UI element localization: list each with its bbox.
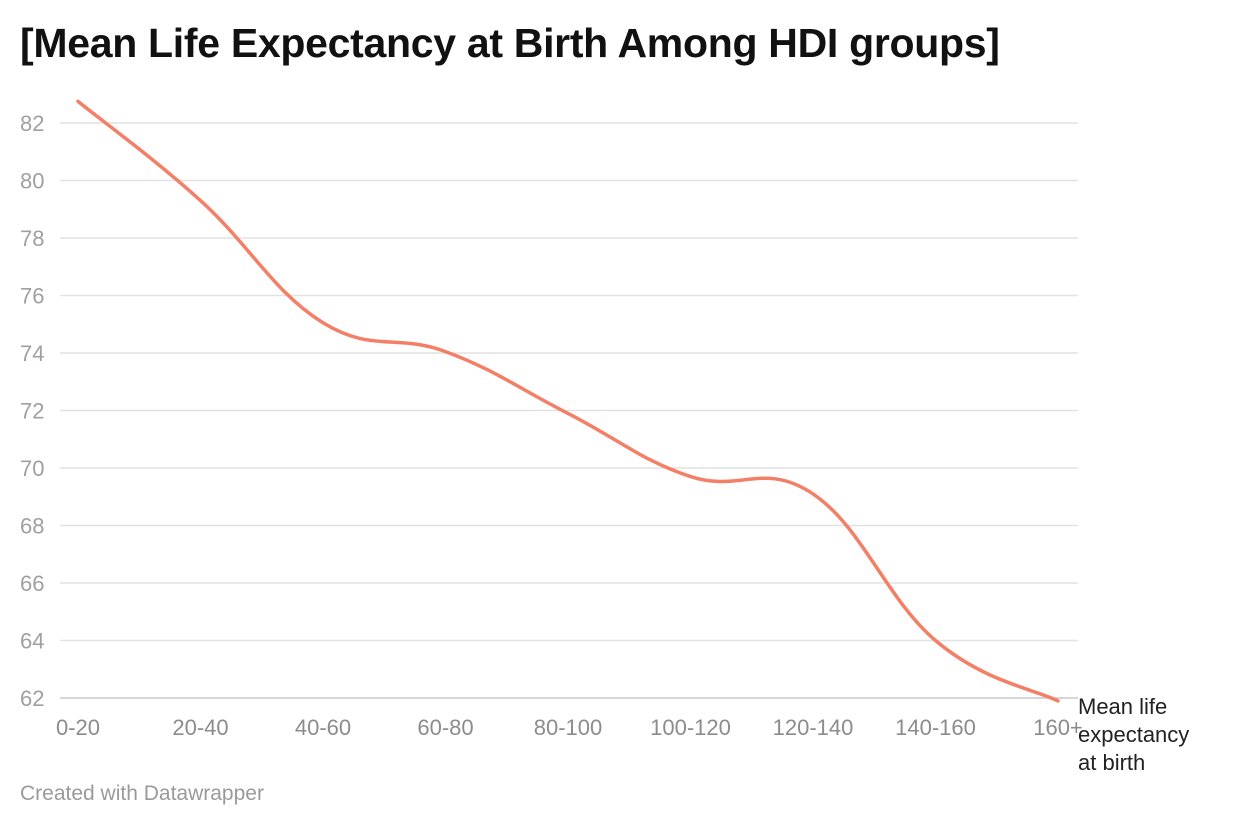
x-tick-label: 100-120: [650, 715, 731, 740]
footer-credit: Created with Datawrapper: [20, 782, 264, 805]
y-tick-label: 82: [20, 111, 44, 136]
series-group: [76, 99, 1060, 703]
x-tick-label: 20-40: [172, 715, 228, 740]
y-tick-label: 72: [20, 399, 44, 424]
series-line: [76, 99, 1060, 703]
x-tick-label: 0-20: [56, 715, 100, 740]
x-axis-ticks: 0-20 20-40 40-60 60-80 80-100 100-120 120-140 1…: [56, 715, 1083, 740]
y-tick-label: 68: [20, 514, 44, 539]
y-tick-label: 80: [20, 169, 44, 194]
y-tick-label: 66: [20, 571, 44, 596]
x-tick-label: 160+: [1033, 715, 1083, 740]
x-tick-label: 120-140: [773, 715, 854, 740]
x-tick-label: 80-100: [534, 715, 603, 740]
y-tick-label: 74: [20, 341, 44, 366]
series-labels: Mean life expectancy at birth: [1078, 694, 1189, 775]
y-axis-ticks: 62 64 66 68 70 72 74 76 78 80 82: [20, 111, 44, 711]
gridlines: [60, 122, 1078, 699]
x-tick-label: 40-60: [295, 715, 351, 740]
x-tick-label: 140-160: [895, 715, 976, 740]
y-tick-label: 62: [20, 686, 44, 711]
x-tick-label: 60-80: [417, 715, 473, 740]
chart-title: [Mean Life Expectancy at Birth Among HDI…: [20, 20, 1000, 66]
y-tick-label: 76: [20, 284, 44, 309]
series-label-line: at birth: [1078, 750, 1145, 775]
y-tick-label: 64: [20, 629, 44, 654]
series-label-line: expectancy: [1078, 722, 1189, 747]
series-label-line: Mean life: [1078, 694, 1167, 719]
y-tick-label: 78: [20, 226, 44, 251]
y-tick-label: 70: [20, 456, 44, 481]
